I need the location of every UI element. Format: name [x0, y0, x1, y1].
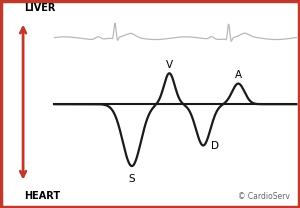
Text: S: S: [128, 174, 135, 184]
Text: HEART: HEART: [25, 191, 61, 201]
Text: D: D: [211, 141, 219, 151]
Text: LIVER: LIVER: [25, 4, 56, 14]
Text: A: A: [235, 71, 242, 80]
Text: V: V: [166, 60, 173, 70]
Text: © CardioServ: © CardioServ: [238, 192, 290, 201]
